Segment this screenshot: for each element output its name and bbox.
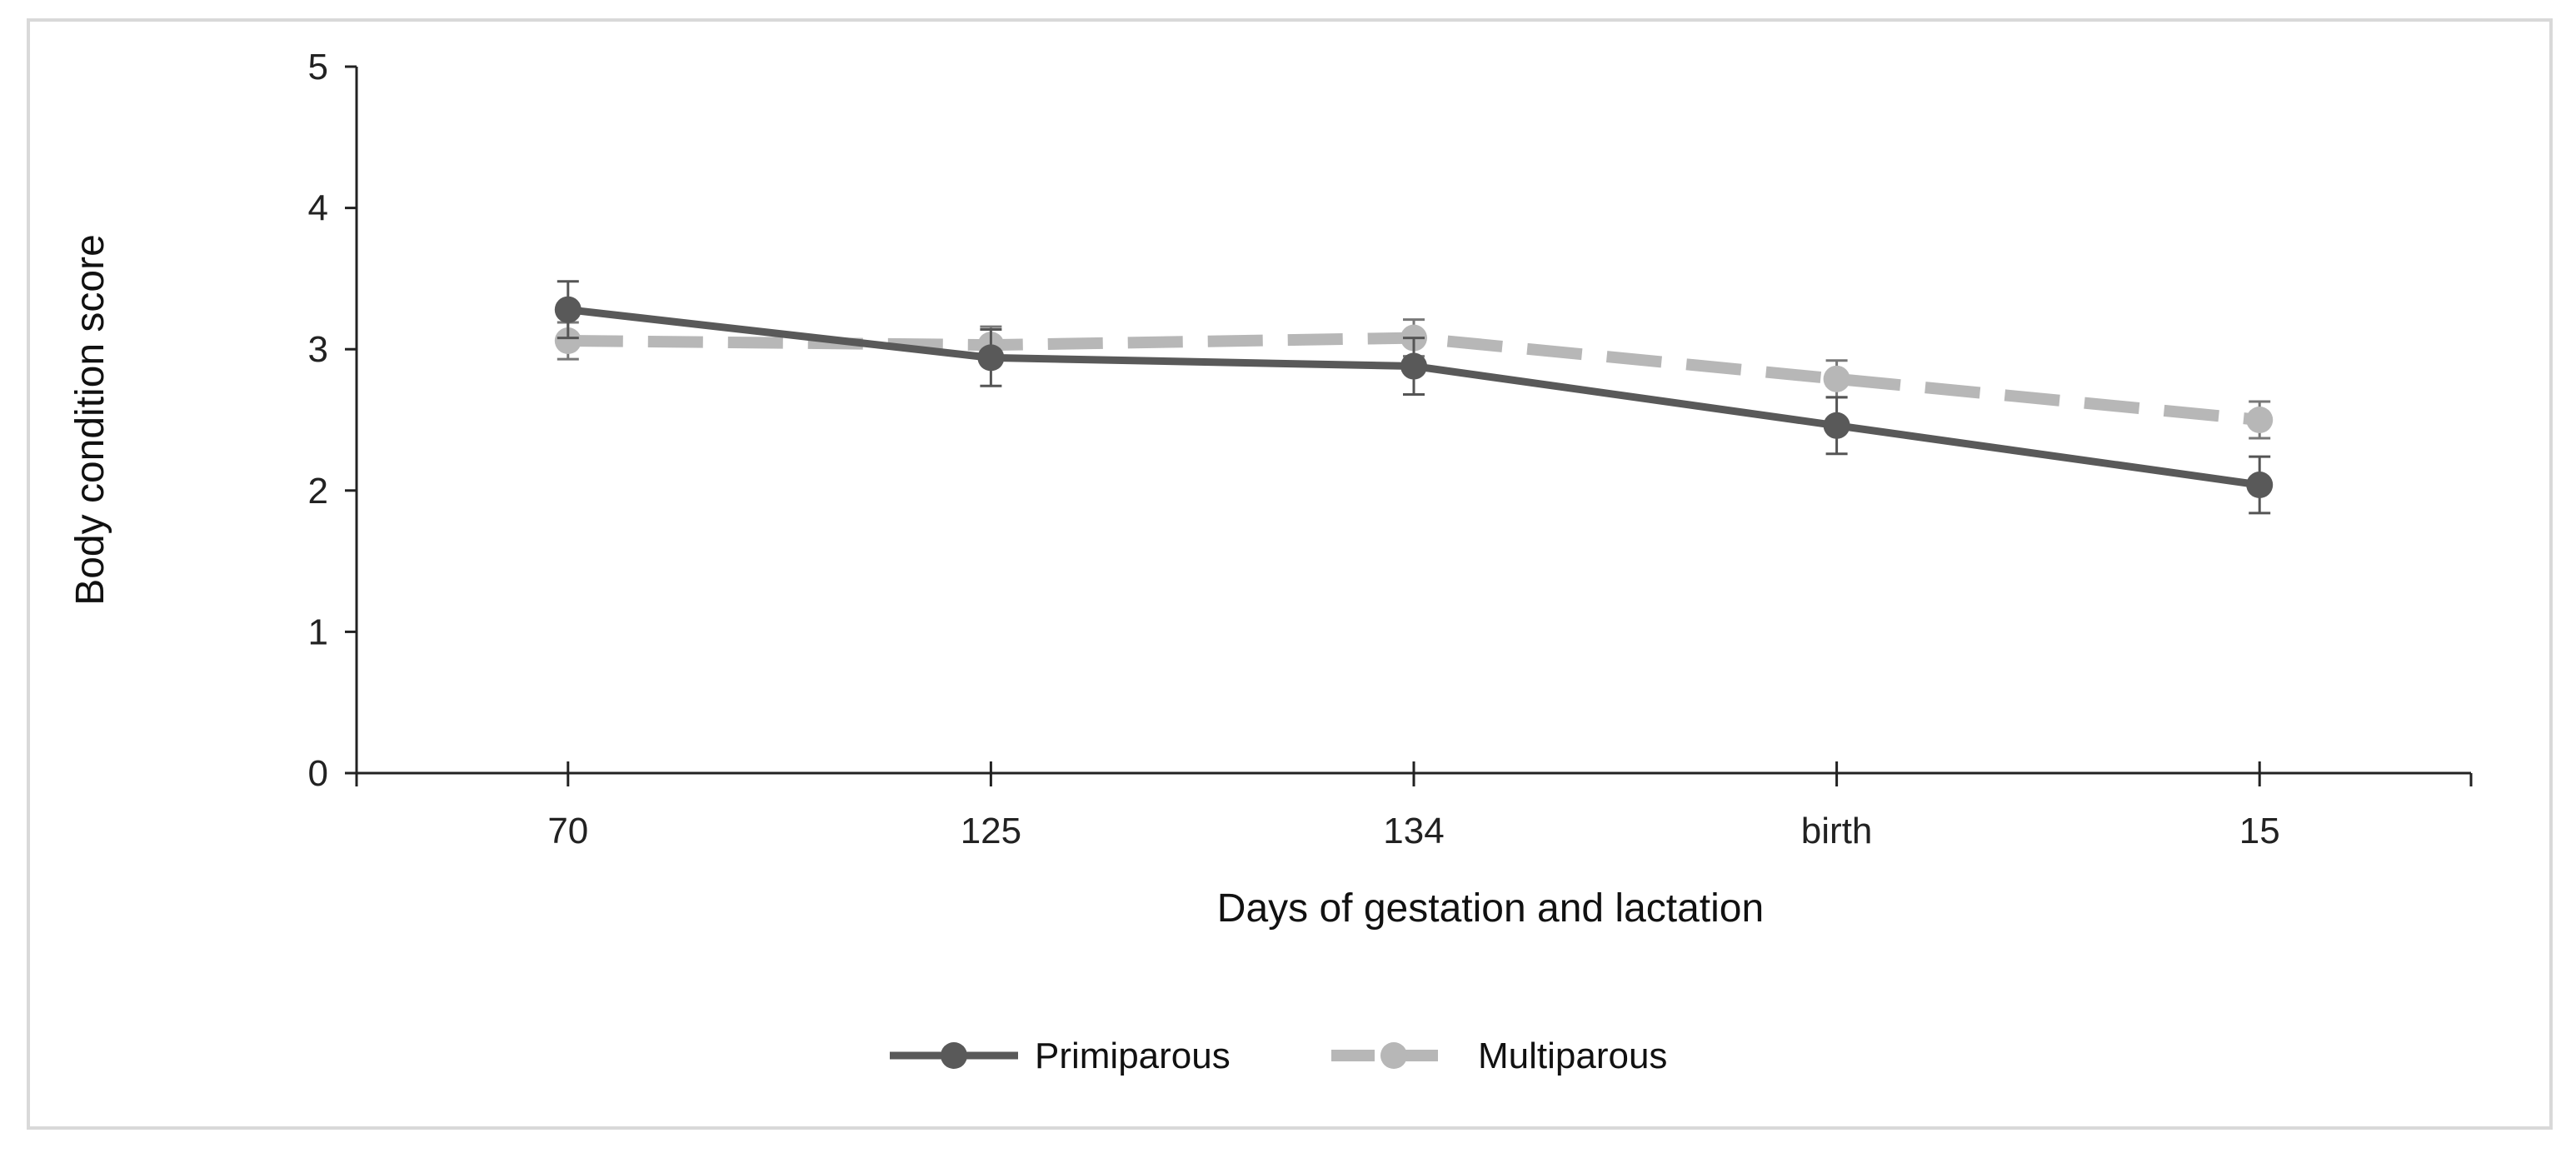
legend-marker-dot-multiparous	[1380, 1042, 1407, 1069]
data-point	[554, 296, 582, 323]
y-tick-label: 1	[308, 611, 328, 652]
y-tick-label: 5	[308, 47, 328, 87]
legend-label-primiparous: Primiparous	[1035, 1036, 1231, 1076]
data-point	[2246, 472, 2274, 499]
x-tick-label: birth	[1801, 811, 1873, 851]
y-tick-label: 2	[308, 471, 328, 512]
series	[554, 280, 2274, 515]
y-axis-ticks: 0 1 2 3 4 5	[308, 47, 357, 794]
data-point	[977, 344, 1005, 372]
y-tick-label: 4	[308, 188, 328, 229]
data-point	[1823, 412, 1850, 439]
x-tick-label: 70	[547, 811, 588, 851]
x-tick-label: 134	[1383, 811, 1444, 851]
axes	[355, 67, 2471, 775]
series-primiparous	[554, 280, 2274, 515]
data-point	[2246, 407, 2274, 433]
chart-frame	[27, 18, 2553, 1130]
data-point	[1400, 352, 1427, 380]
x-tick-label: 125	[961, 811, 1021, 851]
y-axis-title: Body condition score	[68, 234, 112, 606]
y-tick-label: 0	[308, 753, 328, 794]
data-point	[1823, 365, 1850, 392]
x-axis-title: Days of gestation and lactation	[1217, 886, 1764, 931]
legend: Primiparous Multiparous	[890, 1036, 1667, 1076]
y-tick-label: 3	[308, 329, 328, 370]
x-tick-label: 15	[2239, 811, 2280, 851]
legend-label-multiparous: Multiparous	[1478, 1036, 1667, 1076]
data-point	[554, 327, 582, 355]
x-axis-ticks: 70 125 134 birth 15	[355, 761, 2473, 851]
legend-marker-dot-primiparous	[941, 1042, 967, 1069]
